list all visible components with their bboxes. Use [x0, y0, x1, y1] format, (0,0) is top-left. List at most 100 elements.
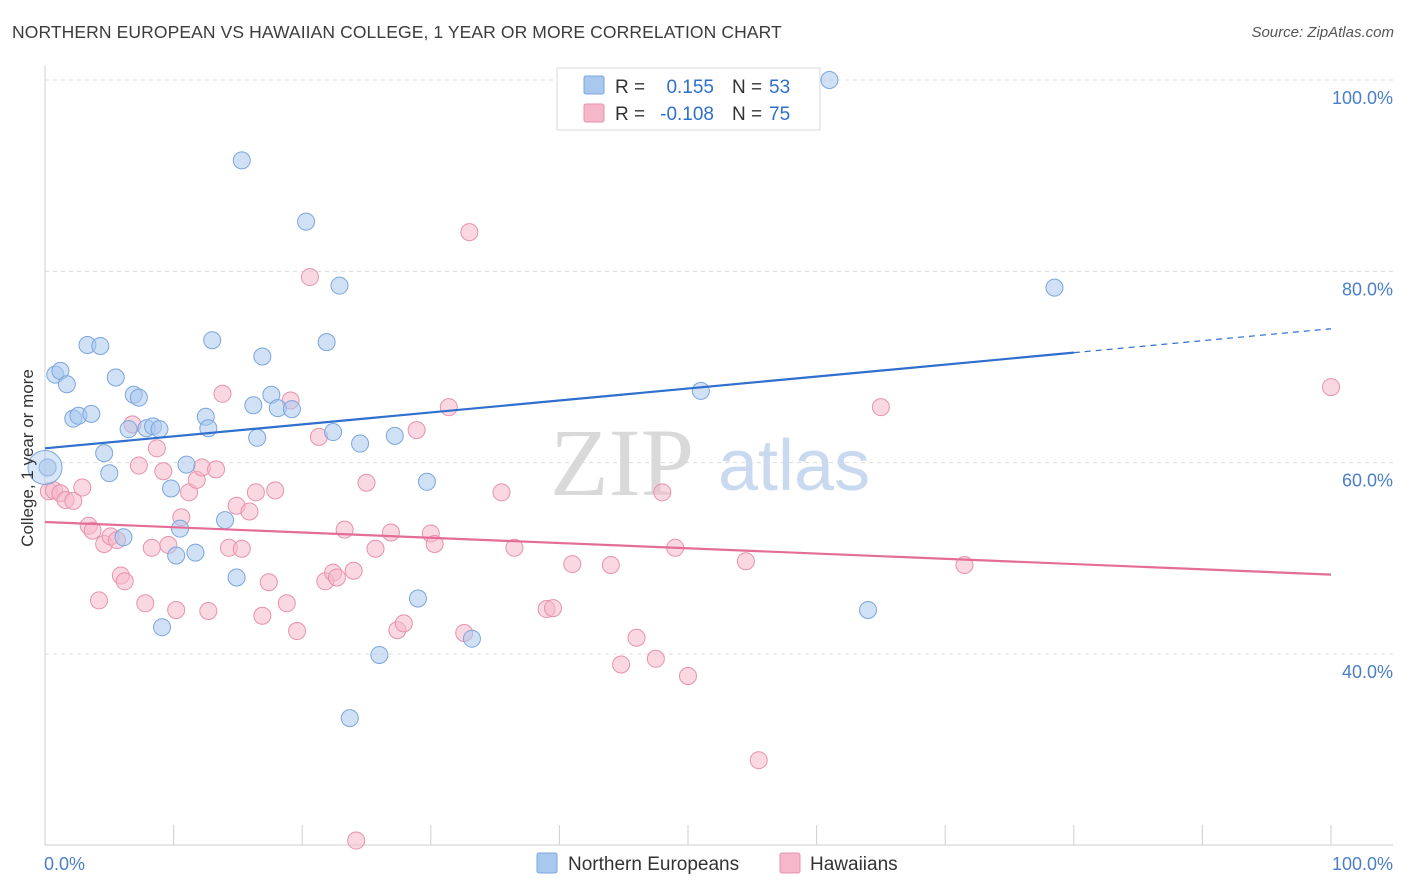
northern-europeans-point	[232, 151, 251, 170]
hawaiians-point	[246, 483, 265, 502]
northern-europeans-point	[129, 388, 148, 407]
hawaiians-point	[64, 491, 83, 510]
northern-europeans-point	[244, 396, 263, 415]
northern-europeans-point	[408, 589, 427, 608]
hawaiians-point	[73, 478, 92, 497]
hawaiians-point	[749, 751, 768, 770]
northern-europeans-point	[167, 546, 186, 565]
hawaiians-point	[1322, 378, 1340, 397]
legend-swatch-blue	[583, 75, 605, 95]
y-tick-label: 40.0%	[1342, 662, 1393, 682]
northern-europeans-point	[119, 420, 138, 439]
hawaiians-point	[277, 594, 296, 613]
y-axis-label: College, 1 year or more	[18, 369, 37, 547]
northern-europeans-point	[162, 479, 181, 498]
northern-europeans-point	[114, 528, 133, 547]
y-tick-label: 80.0%	[1342, 279, 1393, 299]
hawaiians-point	[492, 483, 511, 502]
hawaiians-point	[612, 655, 631, 674]
northern-europeans-point	[385, 426, 404, 445]
hawaiians-point	[232, 539, 251, 558]
northern-europeans-point	[282, 400, 301, 419]
northern-europeans-trend-line	[44, 351, 1074, 450]
grid-lines	[45, 79, 1393, 655]
hawaiians-point	[347, 831, 366, 850]
legend-swatch-pink	[583, 103, 605, 123]
northern-europeans-point	[186, 543, 205, 562]
hawaiians-point	[154, 462, 173, 481]
hawaiians-point	[199, 601, 218, 620]
hawaiians-point	[300, 268, 319, 287]
hawaiians-point	[736, 552, 755, 571]
hawaiians-point	[505, 538, 524, 557]
northern-europeans-points	[27, 71, 1064, 728]
hawaiians-point	[601, 556, 620, 575]
y-tick-label: 60.0%	[1342, 471, 1393, 491]
hawaiians-point	[327, 568, 346, 587]
hawaiians-point	[357, 473, 376, 492]
hawaiians-point	[90, 591, 109, 610]
northern-europeans-point	[370, 645, 389, 664]
northern-europeans-point	[91, 336, 110, 355]
hawaiians-point	[871, 398, 890, 417]
hawaiians-point	[207, 460, 226, 479]
hawaiians-point	[543, 599, 562, 618]
hawaiians-points	[39, 223, 1340, 850]
northern-europeans-point	[859, 600, 878, 619]
hawaiians-point	[115, 572, 134, 591]
source-label: Source: ZipAtlas.com	[1251, 24, 1394, 41]
axes	[44, 66, 1393, 846]
northern-europeans-point	[297, 212, 316, 231]
northern-europeans-point-large	[27, 449, 63, 485]
hawaiians-point	[288, 622, 307, 641]
legend-n-value-2: 75	[769, 104, 790, 125]
chart-title: NORTHERN EUROPEAN VS HAWAIIAN COLLEGE, 1…	[12, 22, 782, 42]
hawaiians-point	[653, 483, 672, 502]
northern-europeans-trend-extension	[1073, 328, 1332, 354]
legend-r-value-2: -0.108	[660, 104, 714, 125]
northern-europeans-point	[330, 276, 349, 295]
northern-europeans-point	[216, 511, 235, 530]
northern-europeans-point	[82, 404, 101, 423]
northern-europeans-point	[340, 709, 359, 728]
hawaiians-point	[679, 667, 697, 686]
hawaiians-point	[213, 384, 232, 403]
hawaiians-point	[646, 649, 665, 668]
hawaiians-point	[366, 539, 385, 558]
northern-europeans-point	[417, 472, 436, 491]
hawaiians-point	[266, 481, 285, 500]
legend-r-label-1: R =	[615, 77, 645, 98]
hawaiians-point	[407, 421, 426, 440]
hawaiians-trend-line	[44, 520, 1332, 576]
hawaiians-point	[394, 614, 413, 633]
northern-europeans-point	[227, 568, 246, 587]
northern-europeans-point	[462, 629, 481, 648]
x-tick-label: 0.0%	[44, 854, 85, 874]
stats-legend: R = 0.155 N = 53 R = -0.108 N = 75	[556, 67, 821, 131]
watermark-atlas: atlas	[718, 426, 870, 506]
northern-europeans-point	[150, 420, 169, 439]
northern-europeans-point	[317, 333, 336, 352]
hawaiians-point	[167, 600, 186, 619]
hawaiians-point	[129, 456, 148, 475]
hawaiians-point	[147, 439, 166, 458]
northern-europeans-point	[820, 71, 839, 89]
northern-europeans-point	[203, 331, 222, 350]
northern-europeans-point	[691, 381, 710, 400]
series-legend-swatch-blue	[536, 852, 558, 874]
northern-europeans-point	[324, 423, 343, 442]
northern-europeans-point	[351, 434, 370, 453]
y-tick-labels: 40.0% 60.0% 80.0% 100.0%	[1332, 88, 1393, 682]
legend-r-label-2: R =	[615, 104, 645, 125]
northern-europeans-point	[38, 458, 57, 477]
northern-europeans-point	[100, 464, 119, 483]
hawaiians-point	[259, 573, 278, 592]
northern-europeans-point	[106, 368, 125, 387]
legend-r-value-1: 0.155	[666, 77, 714, 98]
northern-europeans-point	[153, 618, 172, 637]
northern-europeans-point	[253, 347, 272, 366]
hawaiians-point	[439, 398, 458, 417]
trend-lines	[44, 328, 1332, 576]
legend-n-label-2: N =	[732, 104, 762, 125]
x-tick-labels: 0.0% 100.0%	[44, 854, 1393, 874]
